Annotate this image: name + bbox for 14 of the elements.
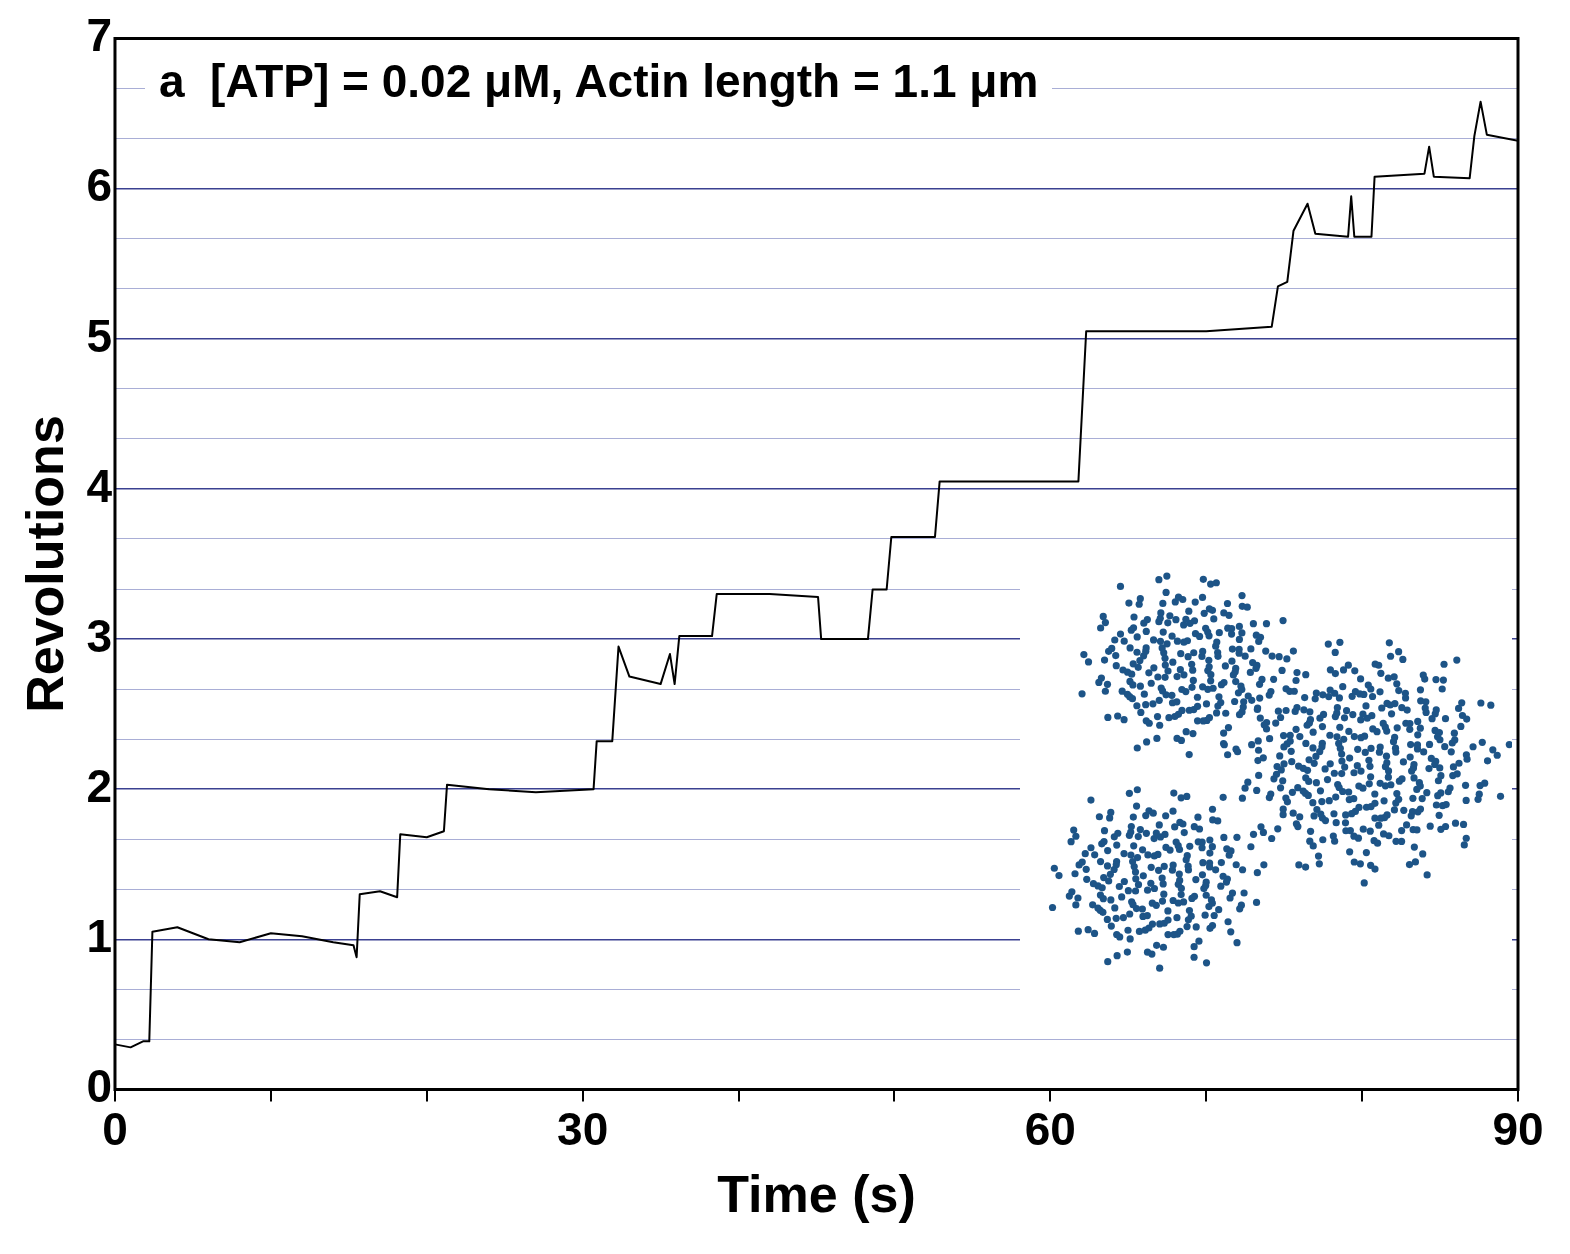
x-tick-label: 90 xyxy=(1492,1102,1544,1155)
y-tick-label: 0 xyxy=(86,1060,112,1113)
y-tick-label: 7 xyxy=(86,9,112,62)
y-tick-label: 3 xyxy=(86,609,112,662)
x-tick-label: 60 xyxy=(1024,1102,1076,1155)
y-axis-title: Revolutions xyxy=(15,415,74,713)
y-tick-label: 5 xyxy=(86,309,112,362)
y-tick-label: 2 xyxy=(86,759,112,812)
y-tick-label: 4 xyxy=(86,459,113,512)
chart-title: a [ATP] = 0.02 μM, Actin length = 1.1 μm xyxy=(144,52,1053,109)
x-tick-label: 30 xyxy=(557,1102,609,1155)
y-tick-label: 1 xyxy=(86,909,112,962)
x-axis-title: Time (s) xyxy=(717,1165,916,1224)
y-tick-label: 6 xyxy=(86,159,112,212)
